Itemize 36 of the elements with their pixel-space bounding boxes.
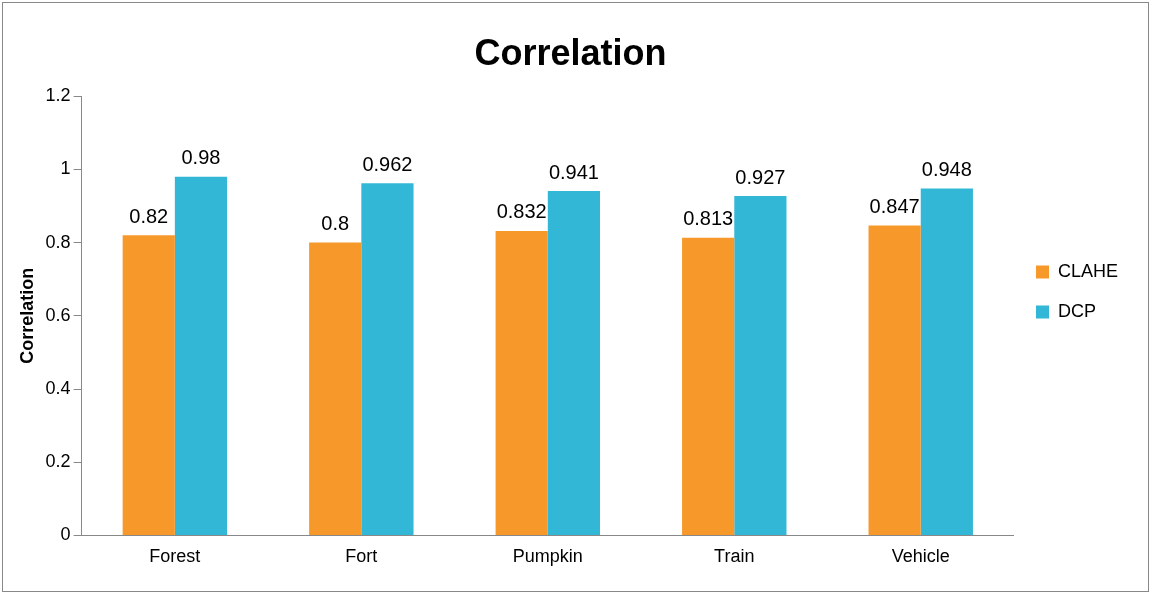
data-label: 0.962	[362, 152, 413, 175]
y-tick-label: 0.2	[45, 451, 71, 472]
y-tick-label: 1.2	[45, 85, 71, 106]
bar	[547, 190, 601, 535]
data-label: 0.98	[181, 146, 221, 169]
y-tick-label: 0	[60, 524, 71, 545]
x-tick-label: Train	[714, 546, 755, 567]
bar	[734, 196, 787, 535]
bar	[309, 242, 362, 535]
bar	[920, 188, 973, 535]
x-tick-label: Fort	[345, 546, 378, 567]
bar	[174, 176, 228, 535]
y-tick-label: 0.6	[45, 304, 71, 325]
data-label: 0.927	[735, 165, 786, 188]
data-label: 0.847	[869, 194, 920, 217]
x-tick-label: Vehicle	[891, 546, 950, 567]
y-tick-label: 0.4	[45, 377, 71, 398]
bar	[495, 230, 548, 535]
x-tick-label: Forest	[149, 546, 201, 567]
legend-label: DCP	[1057, 300, 1096, 321]
data-label: 0.948	[921, 157, 972, 180]
y-axis-title: Correlation	[16, 267, 37, 364]
y-tick-label: 1	[60, 158, 71, 179]
bar	[122, 235, 175, 535]
data-label: 0.941	[548, 160, 599, 183]
chart-title: Correlation	[474, 31, 667, 73]
data-label: 0.813	[683, 207, 734, 230]
data-label: 0.82	[129, 204, 169, 227]
y-tick-label: 0.8	[45, 231, 71, 252]
data-label: 0.8	[321, 212, 350, 235]
bar	[868, 225, 921, 535]
legend-label: CLAHE	[1057, 260, 1119, 281]
x-tick-label: Pumpkin	[512, 546, 583, 567]
bar	[682, 237, 735, 535]
bar	[361, 183, 414, 535]
data-label: 0.832	[496, 200, 547, 223]
